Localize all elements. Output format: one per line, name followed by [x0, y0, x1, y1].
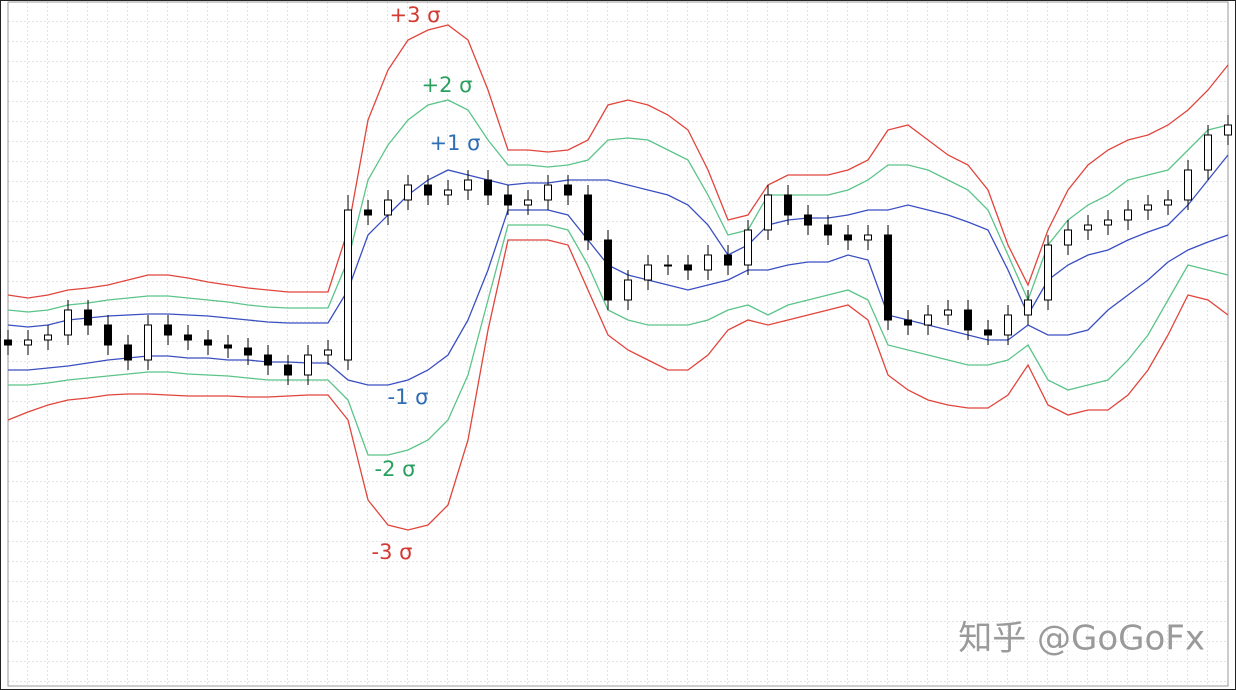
candle-body [384, 199, 392, 216]
candle-body [1004, 314, 1012, 336]
candle-body [644, 264, 652, 281]
candle-body [664, 264, 672, 267]
band-label: -1 σ [388, 385, 429, 409]
plot-area [7, 1, 1229, 687]
candle-body [324, 349, 332, 356]
candle-body [604, 239, 612, 301]
candle-body [184, 334, 192, 341]
candle-body [864, 234, 872, 241]
candle-body [1124, 209, 1132, 221]
candle-body [404, 184, 412, 201]
candle-body [624, 279, 632, 301]
candle-body [464, 179, 472, 191]
candle-body [544, 184, 552, 201]
candle-body [524, 199, 532, 206]
band-line [7, 239, 1229, 531]
candle-body [1044, 244, 1052, 301]
candle-body [1144, 204, 1152, 211]
candle-body [84, 309, 92, 326]
candle-body [724, 254, 732, 266]
candle-body [4, 339, 12, 346]
band-line [8, 224, 1229, 456]
candle-body [104, 324, 112, 346]
candle-body [764, 194, 772, 231]
candle-body [304, 354, 312, 376]
band-label: +2 σ [422, 73, 473, 97]
labels: +3 σ +2 σ +1 σ -1 σ -2 σ -3 σ [372, 3, 481, 564]
candle-body [264, 354, 272, 366]
candle-body [1224, 124, 1232, 136]
candle-body [804, 214, 812, 226]
bands [7, 24, 1229, 531]
candle-body [344, 209, 352, 361]
band-line [7, 24, 1229, 299]
candle-body [844, 234, 852, 241]
band-label: -3 σ [372, 540, 413, 564]
candle-body [824, 224, 832, 236]
candle-body [1204, 134, 1212, 171]
candle-body [884, 234, 892, 321]
candle-body [984, 329, 992, 336]
band-line [7, 99, 1229, 313]
candle-body [1184, 169, 1192, 201]
candle-body [24, 339, 32, 346]
candle-body [1104, 219, 1112, 226]
candle-body [484, 179, 492, 196]
candles [4, 115, 1232, 385]
candle-body [504, 194, 512, 206]
candle-body [1024, 299, 1032, 316]
candle-body [124, 344, 132, 361]
candle-body [44, 334, 52, 341]
candle-body [1064, 229, 1072, 246]
candle-body [684, 264, 692, 271]
candle-body [64, 309, 72, 336]
candle-body [1084, 224, 1092, 231]
candle-body [564, 184, 572, 196]
candle-body [944, 309, 952, 316]
candle-body [744, 229, 752, 266]
band-label: +1 σ [430, 131, 481, 155]
candle-body [364, 209, 372, 216]
band-line [8, 209, 1229, 386]
band-label: +3 σ [390, 3, 441, 27]
candle-body [144, 324, 152, 361]
candle-body [584, 194, 592, 241]
candle-body [204, 339, 212, 346]
candle-body [784, 194, 792, 216]
candle-body [964, 309, 972, 331]
candle-body [424, 184, 432, 196]
candle-body [704, 254, 712, 271]
candle-body [164, 324, 172, 336]
candle-body [904, 319, 912, 326]
candle-body [444, 189, 452, 196]
candle-body [284, 364, 292, 376]
band-label: -2 σ [375, 457, 416, 481]
candle-body [224, 344, 232, 349]
candle-body [924, 314, 932, 326]
candle-body [1164, 199, 1172, 206]
candle-body [244, 347, 252, 356]
watermark: 知乎 @GoGoFx [958, 619, 1205, 659]
